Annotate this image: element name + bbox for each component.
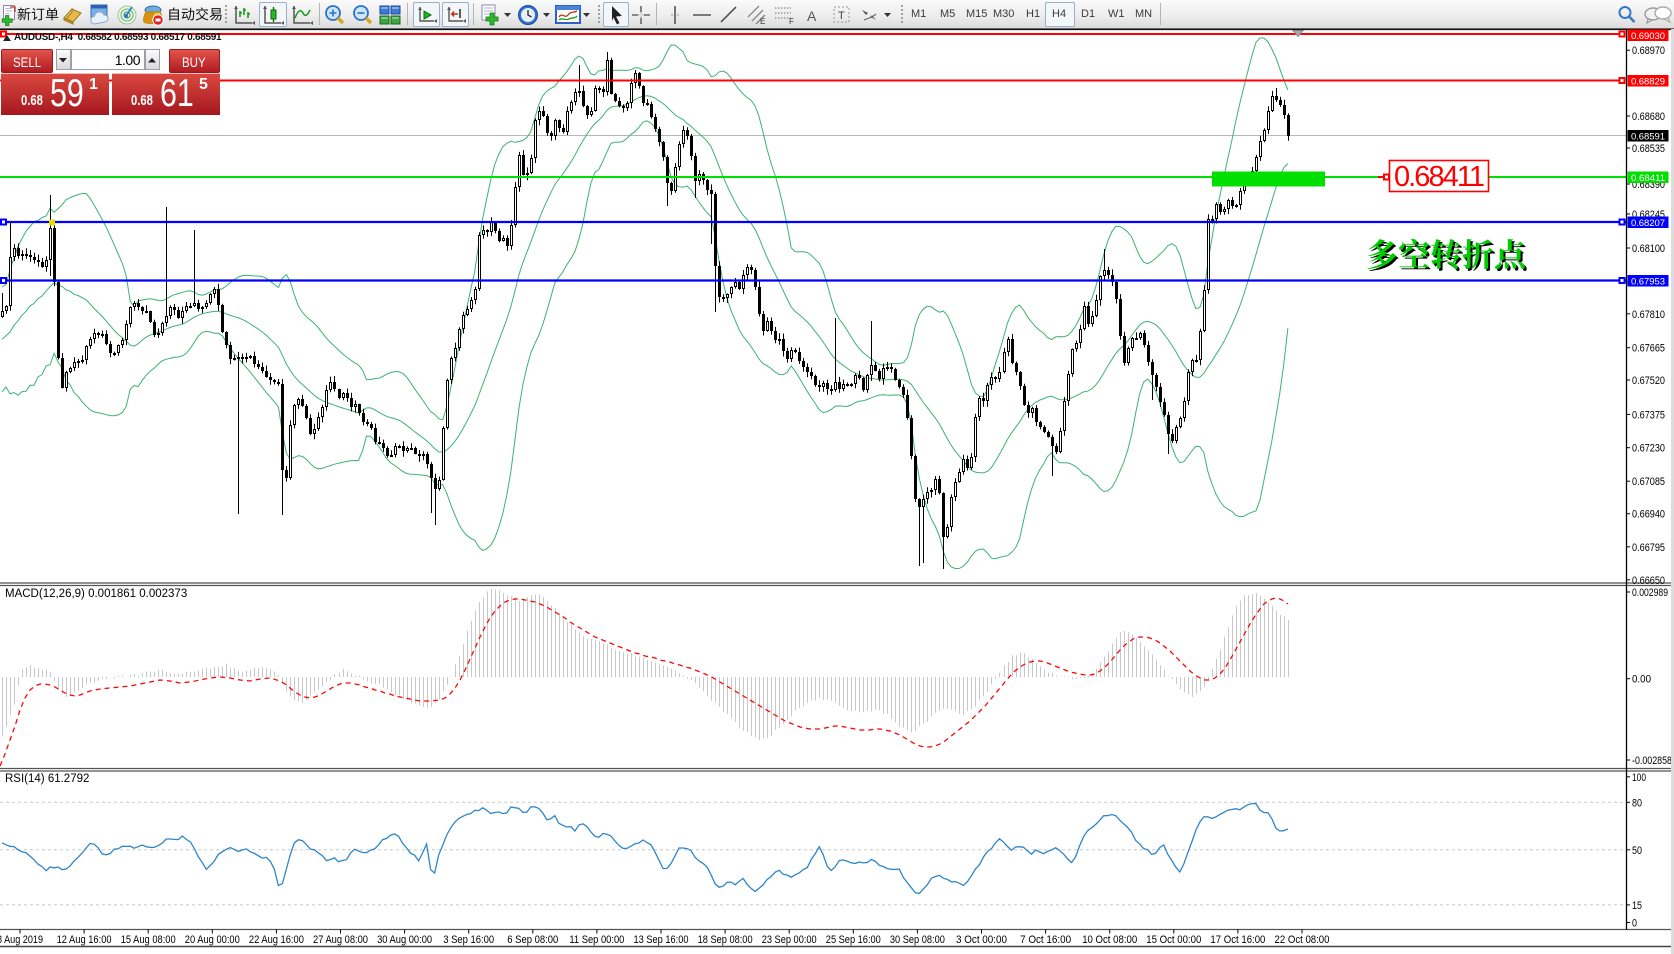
svg-text:100: 100 bbox=[1632, 772, 1646, 784]
svg-text:18 Sep 08:00: 18 Sep 08:00 bbox=[698, 934, 753, 946]
svg-text:0.67953: 0.67953 bbox=[1631, 277, 1665, 288]
svg-text:3 Oct 00:00: 3 Oct 00:00 bbox=[956, 934, 1007, 946]
svg-text:0.67665: 0.67665 bbox=[1632, 343, 1665, 355]
svg-text:F: F bbox=[789, 17, 794, 25]
svg-text:0.66940: 0.66940 bbox=[1632, 509, 1665, 521]
svg-text:15 Aug 08:00: 15 Aug 08:00 bbox=[121, 934, 176, 946]
svg-text:30 Aug 00:00: 30 Aug 00:00 bbox=[377, 934, 432, 946]
svg-text:80: 80 bbox=[1632, 797, 1642, 809]
svg-text:11 Sep 00:00: 11 Sep 00:00 bbox=[569, 934, 624, 946]
svg-text:25 Sep 16:00: 25 Sep 16:00 bbox=[826, 934, 881, 946]
svg-text:0.68411: 0.68411 bbox=[1394, 161, 1485, 193]
svg-text:0.66650: 0.66650 bbox=[1632, 575, 1665, 587]
svg-text:22 Aug 16:00: 22 Aug 16:00 bbox=[249, 934, 304, 946]
svg-text:13 Sep 16:00: 13 Sep 16:00 bbox=[634, 934, 689, 946]
svg-text:0.67375: 0.67375 bbox=[1632, 409, 1665, 421]
svg-text:E: E bbox=[760, 17, 765, 25]
svg-text:0.67520: 0.67520 bbox=[1632, 375, 1665, 387]
svg-text:10 Oct 08:00: 10 Oct 08:00 bbox=[1082, 934, 1137, 946]
svg-text:27 Aug 08:00: 27 Aug 08:00 bbox=[313, 934, 368, 946]
svg-text:0: 0 bbox=[1632, 918, 1637, 930]
svg-text:-0.002858: -0.002858 bbox=[1632, 755, 1672, 767]
svg-text:0.68535: 0.68535 bbox=[1632, 143, 1665, 155]
svg-text:30 Sep 08:00: 30 Sep 08:00 bbox=[890, 934, 945, 946]
svg-text:0.67230: 0.67230 bbox=[1632, 443, 1665, 455]
svg-text:20 Aug 00:00: 20 Aug 00:00 bbox=[185, 934, 240, 946]
svg-text:0.68680: 0.68680 bbox=[1632, 111, 1665, 123]
svg-text:0.68829: 0.68829 bbox=[1631, 77, 1665, 88]
svg-text:15 Oct 00:00: 15 Oct 00:00 bbox=[1146, 934, 1201, 946]
svg-text:8 Aug 2019: 8 Aug 2019 bbox=[0, 934, 43, 946]
svg-text:0.66795: 0.66795 bbox=[1632, 542, 1665, 554]
svg-text:6 Sep 08:00: 6 Sep 08:00 bbox=[507, 934, 558, 946]
svg-text:0.68207: 0.68207 bbox=[1631, 218, 1665, 229]
svg-text:0.68411: 0.68411 bbox=[1631, 173, 1665, 184]
svg-text:0.68100: 0.68100 bbox=[1632, 243, 1665, 255]
svg-text:0.002989: 0.002989 bbox=[1632, 587, 1668, 599]
svg-text:7 Oct 16:00: 7 Oct 16:00 bbox=[1020, 934, 1071, 946]
svg-text:50: 50 bbox=[1632, 845, 1642, 857]
svg-text:0.68970: 0.68970 bbox=[1632, 45, 1665, 57]
svg-text:3 Sep 16:00: 3 Sep 16:00 bbox=[443, 934, 494, 946]
svg-text:0.00: 0.00 bbox=[1632, 674, 1651, 686]
svg-text:T: T bbox=[838, 10, 845, 22]
svg-text:22 Oct 08:00: 22 Oct 08:00 bbox=[1275, 934, 1330, 946]
svg-text:0.67085: 0.67085 bbox=[1632, 476, 1665, 488]
svg-text:0.67810: 0.67810 bbox=[1632, 309, 1665, 321]
svg-text:15: 15 bbox=[1632, 900, 1642, 912]
svg-text:17 Oct 16:00: 17 Oct 16:00 bbox=[1210, 934, 1265, 946]
svg-text:0.69030: 0.69030 bbox=[1631, 31, 1665, 42]
svg-text:12 Aug 16:00: 12 Aug 16:00 bbox=[57, 934, 112, 946]
svg-text:0.68591: 0.68591 bbox=[1631, 132, 1665, 143]
svg-text:23 Sep 00:00: 23 Sep 00:00 bbox=[762, 934, 817, 946]
